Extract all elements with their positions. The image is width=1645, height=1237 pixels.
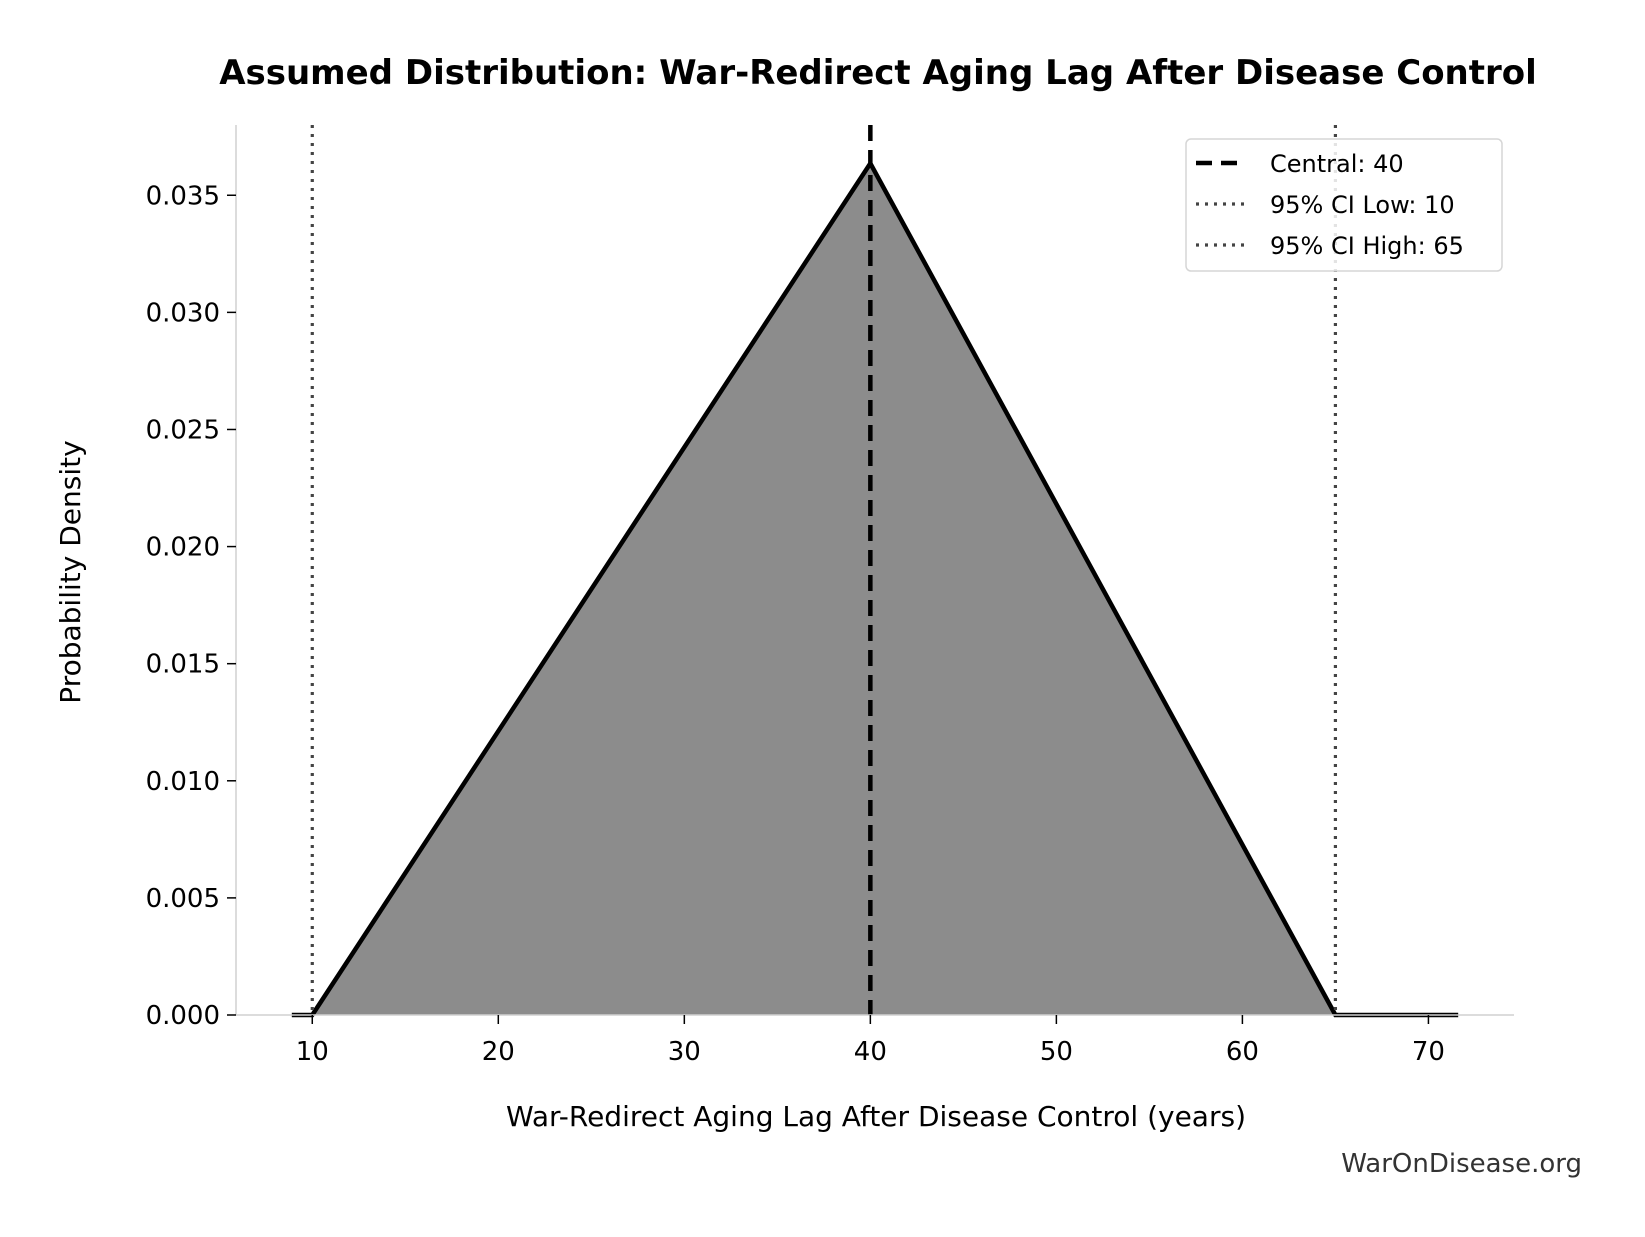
axes: 10 20 30 40 50 60 70 0.000 0.005 0.010 0.015 0.020 0… xyxy=(146,125,1514,1067)
y-axis-label: Probability Density xyxy=(54,440,87,703)
y-tick-label: 0.000 xyxy=(146,1001,220,1031)
legend-box xyxy=(1185,138,1503,272)
y-tick-label: 0.030 xyxy=(146,298,220,328)
x-tick-label: 60 xyxy=(1226,1037,1259,1067)
x-tick-label: 30 xyxy=(668,1037,701,1067)
x-axis-label: War-Redirect Aging Lag After Disease Con… xyxy=(506,1100,1246,1133)
y-tick-label: 0.010 xyxy=(146,767,220,797)
legend-label: Central: 40 xyxy=(1270,150,1404,178)
y-tick-label: 0.035 xyxy=(146,181,220,211)
chart-title: Assumed Distribution: War-Redirect Aging… xyxy=(219,53,1537,93)
x-tick-label: 50 xyxy=(1040,1037,1073,1067)
watermark-text: WarOnDisease.org xyxy=(1341,1149,1582,1179)
x-tick-label: 20 xyxy=(482,1037,515,1067)
y-tick-label: 0.005 xyxy=(146,884,220,914)
distribution-fill xyxy=(291,163,1459,1015)
y-tick-label: 0.025 xyxy=(146,415,220,445)
y-tick-label: 0.015 xyxy=(146,650,220,680)
x-tick-label: 40 xyxy=(854,1037,887,1067)
legend-label: 95% CI High: 65 xyxy=(1270,232,1464,260)
y-tick-label: 0.020 xyxy=(146,533,220,563)
x-tick-label: 10 xyxy=(296,1037,329,1067)
x-tick-label: 70 xyxy=(1412,1037,1445,1067)
legend: Central: 40 95% CI Low: 10 95% CI High: 65 xyxy=(1185,138,1503,272)
legend-label: 95% CI Low: 10 xyxy=(1270,191,1455,219)
